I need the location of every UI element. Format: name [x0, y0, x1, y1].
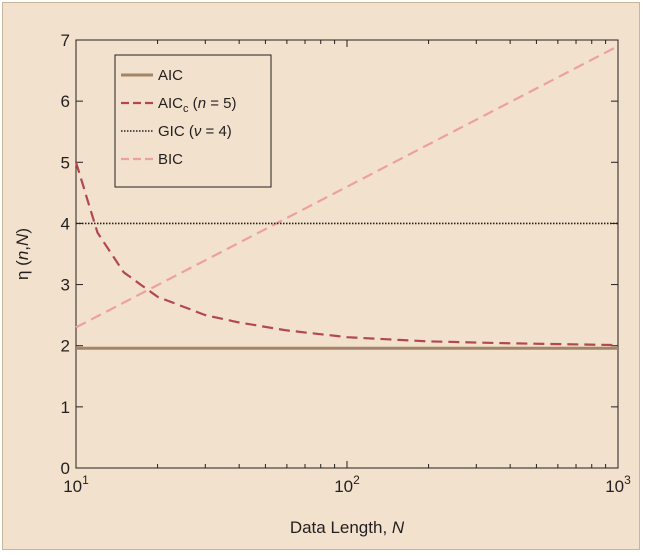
figure-panel: 101 102 103 0 1 2 3 4 5 6 7 AIC AICc (n = 5) GIC (ν…	[2, 2, 640, 550]
legend-label-aic: AIC	[158, 67, 183, 84]
legend-label-gic: GIC (ν = 4)	[158, 123, 232, 140]
y-tick-label: 7	[61, 31, 70, 50]
y-axis-label: η (n,N)	[13, 228, 32, 280]
x-axis-ticks: 101 102 103	[63, 40, 631, 496]
y-axis-ticks: 0 1 2 3 4 5 6 7	[61, 31, 618, 478]
x-axis-label: Data Length, N	[290, 518, 405, 537]
series-line-aicc	[74, 161, 619, 347]
y-tick-label: 3	[61, 276, 70, 295]
x-tick-label: 102	[334, 473, 360, 496]
legend-label-aicc: AICc (n = 5)	[158, 95, 236, 115]
legend-label-bic: BIC	[158, 151, 183, 168]
y-tick-label: 4	[61, 214, 70, 233]
y-tick-label: 1	[61, 398, 70, 417]
legend-box	[114, 54, 272, 188]
y-tick-label: 5	[61, 153, 70, 172]
y-tick-label: 0	[61, 459, 70, 478]
series-layer	[74, 45, 619, 350]
chart: 101 102 103 0 1 2 3 4 5 6 7 AIC AICc (n = 5) GIC (ν…	[13, 31, 631, 537]
y-tick-label: 6	[61, 92, 70, 111]
legend: AIC AICc (n = 5) GIC (ν = 4) BIC	[114, 54, 272, 188]
y-tick-label: 2	[61, 337, 70, 356]
x-tick-label: 101	[63, 473, 89, 496]
x-tick-label: 103	[605, 473, 631, 496]
